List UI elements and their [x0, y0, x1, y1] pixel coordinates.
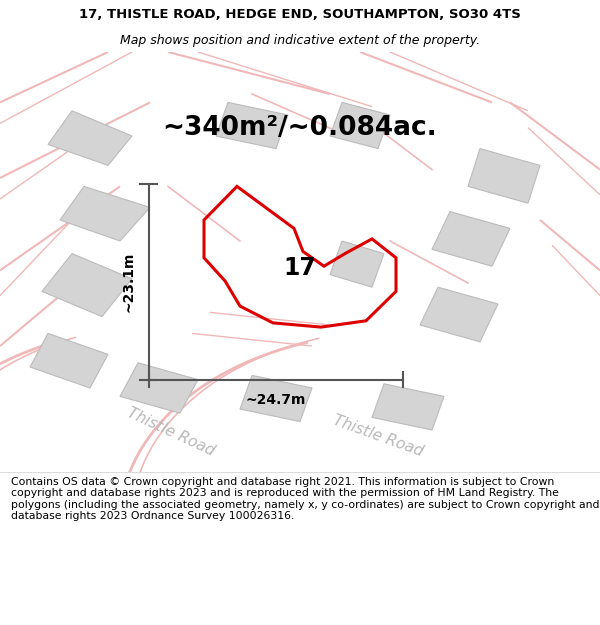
Polygon shape: [432, 212, 510, 266]
Polygon shape: [30, 333, 108, 388]
Polygon shape: [120, 362, 198, 413]
Polygon shape: [372, 384, 444, 430]
Text: ~24.7m: ~24.7m: [246, 393, 306, 407]
Polygon shape: [330, 241, 384, 288]
Text: Thistle Road: Thistle Road: [331, 413, 425, 459]
Polygon shape: [240, 376, 312, 422]
Polygon shape: [330, 102, 390, 149]
Polygon shape: [42, 254, 132, 317]
Polygon shape: [48, 111, 132, 166]
Text: ~23.1m: ~23.1m: [122, 252, 136, 312]
Polygon shape: [60, 186, 150, 241]
Text: Thistle Road: Thistle Road: [125, 405, 217, 459]
Text: Map shows position and indicative extent of the property.: Map shows position and indicative extent…: [120, 34, 480, 47]
Text: Contains OS data © Crown copyright and database right 2021. This information is : Contains OS data © Crown copyright and d…: [11, 477, 599, 521]
Text: ~340m²/~0.084ac.: ~340m²/~0.084ac.: [163, 114, 437, 141]
Text: 17: 17: [284, 256, 316, 280]
Polygon shape: [420, 288, 498, 342]
Polygon shape: [216, 102, 288, 149]
Text: 17, THISTLE ROAD, HEDGE END, SOUTHAMPTON, SO30 4TS: 17, THISTLE ROAD, HEDGE END, SOUTHAMPTON…: [79, 8, 521, 21]
Polygon shape: [468, 149, 540, 203]
